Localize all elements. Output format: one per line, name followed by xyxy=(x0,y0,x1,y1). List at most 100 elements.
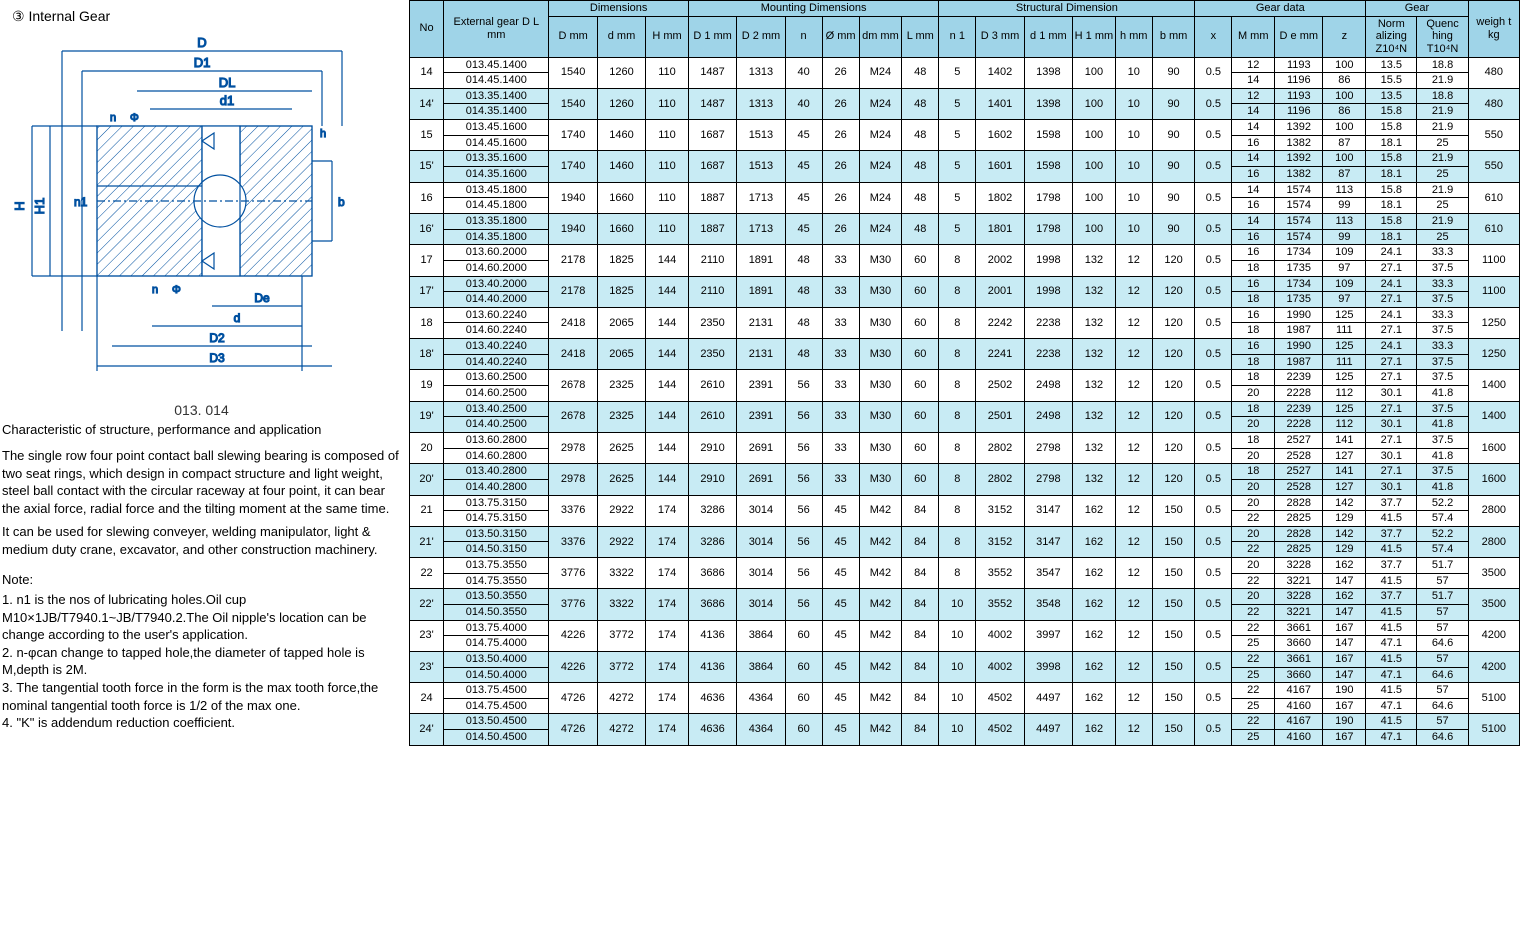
cell: 4160 xyxy=(1275,730,1323,746)
cell: 84 xyxy=(902,651,939,682)
cell: 87 xyxy=(1323,135,1366,151)
cell: 132 xyxy=(1073,401,1116,432)
cell: 144 xyxy=(646,307,689,338)
cell: 97 xyxy=(1323,260,1366,276)
cell: 144 xyxy=(646,245,689,276)
cell: 22 xyxy=(1232,573,1275,589)
cell: 12 xyxy=(1115,339,1152,370)
cell: 2228 xyxy=(1275,386,1323,402)
cell: 45 xyxy=(822,558,859,589)
cell: 0.5 xyxy=(1195,526,1232,557)
cell: 30.1 xyxy=(1366,448,1417,464)
cell-ext: 014.40.2800 xyxy=(444,479,549,495)
cell: 167 xyxy=(1323,730,1366,746)
cell-ext: 013.50.3150 xyxy=(444,526,549,542)
cell-ext: 013.75.4000 xyxy=(444,620,549,636)
cell: 60 xyxy=(785,651,822,682)
cell: 27.1 xyxy=(1366,323,1417,339)
cell: 2528 xyxy=(1275,448,1323,464)
cell: 18.1 xyxy=(1366,167,1417,183)
cell: 190 xyxy=(1323,683,1366,699)
cell: 20 xyxy=(1232,448,1275,464)
cell: 174 xyxy=(646,526,689,557)
cell: 60 xyxy=(902,339,939,370)
cell: 41.5 xyxy=(1366,620,1417,636)
cell: 12 xyxy=(1115,526,1152,557)
th-quench: Quenc hing T10⁴N xyxy=(1417,16,1468,57)
cell: 41.8 xyxy=(1417,417,1468,433)
cell: 33 xyxy=(822,245,859,276)
cell: 113 xyxy=(1323,213,1366,229)
cell: 1540 xyxy=(549,88,597,119)
th-n1: n 1 xyxy=(939,16,976,57)
cell: 0.5 xyxy=(1195,589,1232,620)
cell: 2610 xyxy=(688,401,736,432)
cell: 2828 xyxy=(1275,526,1323,542)
cell-ext: 013.40.2240 xyxy=(444,339,549,355)
cell: 10 xyxy=(1115,120,1152,151)
cell: 2242 xyxy=(976,307,1024,338)
cell: 33 xyxy=(822,401,859,432)
cell: 45 xyxy=(822,683,859,714)
cell-no: 21' xyxy=(410,526,444,557)
cell: 8 xyxy=(939,495,976,526)
cell: 162 xyxy=(1073,558,1116,589)
cell-ext: 014.35.1800 xyxy=(444,229,549,245)
cell: 16 xyxy=(1232,339,1275,355)
cell: 0.5 xyxy=(1195,620,1232,651)
cell: 1398 xyxy=(1024,57,1072,88)
cell: 18 xyxy=(1232,292,1275,308)
cell: 37.7 xyxy=(1366,558,1417,574)
cell: M30 xyxy=(859,339,902,370)
cell: 2418 xyxy=(549,307,597,338)
cell: 109 xyxy=(1323,276,1366,292)
cell-weight: 610 xyxy=(1468,213,1519,244)
cell-weight: 1250 xyxy=(1468,339,1519,370)
cell: 33 xyxy=(822,339,859,370)
cell: 48 xyxy=(785,245,822,276)
cell: 4364 xyxy=(737,683,785,714)
cell: 18 xyxy=(1232,370,1275,386)
cell: 1987 xyxy=(1275,323,1323,339)
table-row: 15013.45.160017401460110168715134526M244… xyxy=(410,120,1520,136)
cell: 84 xyxy=(902,526,939,557)
svg-text:De: De xyxy=(254,291,270,305)
cell: 0.5 xyxy=(1195,651,1232,682)
cell: 100 xyxy=(1073,213,1116,244)
cell: 37.5 xyxy=(1417,354,1468,370)
cell: 56 xyxy=(785,432,822,463)
cell: 3686 xyxy=(688,589,736,620)
cell: 162 xyxy=(1073,526,1116,557)
cell: 8 xyxy=(939,526,976,557)
cell: 1740 xyxy=(549,151,597,182)
cell: 25 xyxy=(1232,730,1275,746)
cell: 2391 xyxy=(737,401,785,432)
cell: 18 xyxy=(1232,354,1275,370)
cell: 37.7 xyxy=(1366,526,1417,542)
cell: M24 xyxy=(859,88,902,119)
cell: 16 xyxy=(1232,307,1275,323)
cell: 1260 xyxy=(597,57,645,88)
cell: 20 xyxy=(1232,495,1275,511)
cell: 3322 xyxy=(597,589,645,620)
cell: 3548 xyxy=(1024,589,1072,620)
cell-ext: 014.75.4500 xyxy=(444,698,549,714)
cell: 2828 xyxy=(1275,495,1323,511)
cell: 2910 xyxy=(688,432,736,463)
cell: 22 xyxy=(1232,714,1275,730)
cell: 3286 xyxy=(688,526,736,557)
th-ext: External gear D L mm xyxy=(444,1,549,58)
cell: 64.6 xyxy=(1417,730,1468,746)
cell: 33.3 xyxy=(1417,339,1468,355)
cell: 120 xyxy=(1152,432,1195,463)
cell: 18 xyxy=(1232,260,1275,276)
cell: 22 xyxy=(1232,651,1275,667)
cell: 2325 xyxy=(597,401,645,432)
cell: 16 xyxy=(1232,198,1275,214)
cell: 10 xyxy=(1115,57,1152,88)
cell: 162 xyxy=(1073,620,1116,651)
cell: 25 xyxy=(1232,698,1275,714)
cell: 64.6 xyxy=(1417,698,1468,714)
cell-weight: 480 xyxy=(1468,57,1519,88)
cell: 162 xyxy=(1073,651,1116,682)
